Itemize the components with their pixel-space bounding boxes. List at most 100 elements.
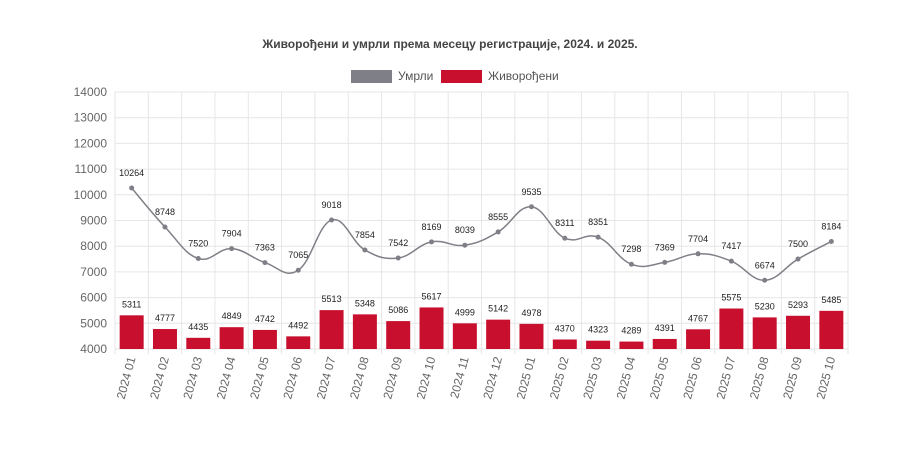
point-data-label: 7417 <box>721 241 741 251</box>
point-deaths[interactable] <box>129 185 135 191</box>
x-tick-label: 2024 08 <box>347 355 372 401</box>
bar-births[interactable] <box>119 315 144 349</box>
y-tick-label: 8000 <box>80 239 107 253</box>
point-data-label: 7369 <box>655 242 675 252</box>
point-deaths[interactable] <box>429 239 435 245</box>
point-data-label: 7363 <box>255 243 275 253</box>
y-tick-label: 6000 <box>80 291 107 305</box>
bar-data-label: 4492 <box>288 320 308 330</box>
point-deaths[interactable] <box>628 261 634 267</box>
bar-births[interactable] <box>486 319 511 349</box>
bar-data-label: 4777 <box>155 313 175 323</box>
point-data-label: 10264 <box>119 168 144 178</box>
point-deaths[interactable] <box>329 217 335 223</box>
bar-data-label: 4391 <box>655 323 675 333</box>
point-deaths[interactable] <box>395 255 401 261</box>
point-deaths[interactable] <box>495 229 501 235</box>
point-deaths[interactable] <box>728 258 734 264</box>
y-tick-label: 12000 <box>74 136 108 150</box>
point-deaths[interactable] <box>229 246 235 252</box>
bar-births[interactable] <box>519 323 544 349</box>
bar-births[interactable] <box>186 337 211 349</box>
bar-data-label: 5575 <box>721 293 741 303</box>
bar-births[interactable] <box>786 315 811 349</box>
x-tick-label: 2025 03 <box>580 355 605 401</box>
bar-births[interactable] <box>652 338 677 349</box>
bar-births[interactable] <box>752 317 777 349</box>
bar-births[interactable] <box>452 323 477 349</box>
x-tick-label: 2025 08 <box>747 355 772 401</box>
x-tick-label: 2025 01 <box>514 355 539 401</box>
x-tick-label: 2024 09 <box>380 355 405 401</box>
point-data-label: 7854 <box>355 230 375 240</box>
legend-item-deaths[interactable]: Умрли <box>351 68 433 84</box>
x-tick-label: 2024 04 <box>214 355 239 401</box>
point-deaths[interactable] <box>528 204 534 210</box>
x-tick-label: 2025 04 <box>614 355 639 401</box>
point-data-label: 8311 <box>555 218 574 228</box>
x-tick-label: 2025 09 <box>780 355 805 401</box>
point-deaths[interactable] <box>795 256 801 262</box>
point-deaths[interactable] <box>562 235 568 241</box>
point-data-label: 8169 <box>422 222 442 232</box>
bar-data-label: 5617 <box>422 291 442 301</box>
bar-data-label: 4370 <box>555 323 575 333</box>
point-data-label: 7542 <box>388 238 408 248</box>
y-tick-label: 11000 <box>75 162 108 176</box>
bar-births[interactable] <box>219 327 244 349</box>
bar-births[interactable] <box>152 329 177 349</box>
chart-title: Живорођени и умрли према месецу регистра… <box>262 37 638 51</box>
x-tick-label: 2025 02 <box>547 355 572 401</box>
bar-data-label: 5485 <box>821 295 841 305</box>
bar-births[interactable] <box>586 340 611 349</box>
bar-data-label: 5311 <box>122 299 141 309</box>
bar-births[interactable] <box>386 321 411 349</box>
bar-births[interactable] <box>319 310 344 349</box>
x-tick-label: 2024 06 <box>280 355 305 401</box>
point-deaths[interactable] <box>162 224 168 230</box>
bar-data-label: 5513 <box>322 294 342 304</box>
point-deaths[interactable] <box>262 260 268 266</box>
legend-item-births[interactable]: Живорођени <box>441 68 559 84</box>
bar-data-label: 4742 <box>255 314 275 324</box>
bar-births[interactable] <box>619 341 644 349</box>
point-deaths[interactable] <box>362 247 368 253</box>
x-tick-label: 2025 06 <box>680 355 705 401</box>
x-tick-label: 2024 11 <box>447 355 472 400</box>
bar-births[interactable] <box>419 307 444 349</box>
bar-data-label: 4289 <box>621 326 641 336</box>
y-tick-label: 9000 <box>80 214 107 228</box>
point-deaths[interactable] <box>762 277 768 283</box>
point-deaths[interactable] <box>662 259 668 265</box>
legend-label-deaths: Умрли <box>398 69 434 83</box>
x-tick-label: 2024 12 <box>480 355 505 401</box>
bar-data-label: 4435 <box>188 322 208 332</box>
bar-births[interactable] <box>686 329 711 349</box>
y-tick-label: 7000 <box>80 265 107 279</box>
x-tick-label: 2025 05 <box>647 355 672 401</box>
x-tick-label: 2024 10 <box>414 355 439 401</box>
point-deaths[interactable] <box>462 242 468 248</box>
point-data-label: 7065 <box>288 250 308 260</box>
bar-births[interactable] <box>719 308 744 349</box>
y-tick-label: 4000 <box>80 342 107 356</box>
bar-data-label: 5230 <box>755 301 775 311</box>
x-tick-label: 2024 03 <box>180 355 205 401</box>
x-tick-label: 2024 01 <box>114 355 139 401</box>
bar-births[interactable] <box>819 310 844 349</box>
x-tick-label: 2024 05 <box>247 355 272 401</box>
point-deaths[interactable] <box>695 251 701 257</box>
bar-births[interactable] <box>286 336 311 349</box>
point-deaths[interactable] <box>595 234 601 240</box>
y-tick-label: 13000 <box>74 111 108 125</box>
bar-data-label: 4323 <box>588 325 608 335</box>
y-tick-label: 14000 <box>74 85 108 99</box>
point-deaths[interactable] <box>828 238 834 244</box>
bar-births[interactable] <box>252 329 277 349</box>
point-deaths[interactable] <box>195 256 201 262</box>
point-deaths[interactable] <box>295 267 301 273</box>
bar-data-label: 4978 <box>521 308 541 318</box>
bar-births[interactable] <box>552 339 577 349</box>
bar-births[interactable] <box>352 314 377 349</box>
